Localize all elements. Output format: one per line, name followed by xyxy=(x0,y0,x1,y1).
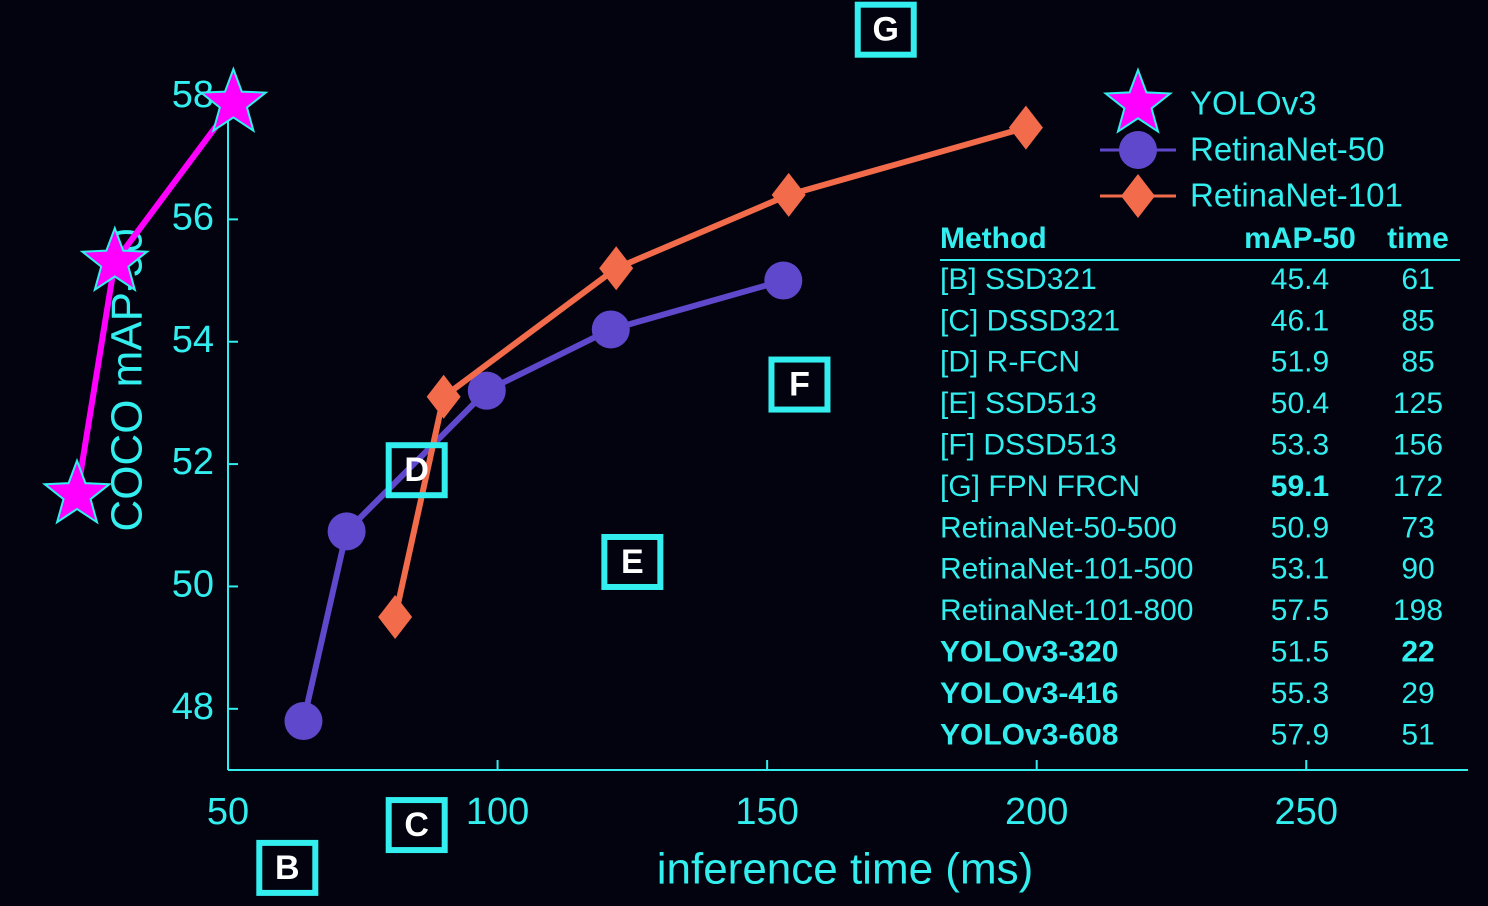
method-box-label: E xyxy=(621,543,644,581)
legend-label: RetinaNet-50 xyxy=(1190,131,1384,168)
legend-marker xyxy=(1121,174,1155,218)
star-marker xyxy=(198,66,269,133)
legend-label: RetinaNet-101 xyxy=(1190,177,1403,214)
table-cell: 51.9 xyxy=(1271,346,1329,379)
legend-marker xyxy=(1102,67,1174,134)
diamond-marker xyxy=(771,172,806,217)
table-cell: 55.3 xyxy=(1271,677,1329,710)
method-box xyxy=(385,442,448,499)
diamond-marker xyxy=(599,246,634,291)
method-box xyxy=(768,356,831,413)
table-cell: YOLOv3-416 xyxy=(940,677,1118,710)
table-cell: 50.9 xyxy=(1271,511,1329,544)
x-axis-label: inference time (ms) xyxy=(657,845,1034,894)
table-cell: YOLOv3-320 xyxy=(940,636,1118,669)
table-header: mAP-50 xyxy=(1244,222,1356,255)
table-cell: [D] R-FCN xyxy=(940,346,1080,379)
x-tick-label: 250 xyxy=(1275,791,1338,833)
method-box xyxy=(256,839,319,896)
table-cell: 90 xyxy=(1401,553,1434,586)
table-cell: 29 xyxy=(1401,677,1434,710)
legend-marker xyxy=(1119,131,1157,169)
table-cell: [F] DSSD513 xyxy=(940,429,1117,462)
table-cell: [E] SSD513 xyxy=(940,387,1097,420)
table-cell: 85 xyxy=(1401,304,1434,337)
circle-marker xyxy=(591,310,630,349)
circle-marker xyxy=(327,512,366,551)
table-header: time xyxy=(1387,222,1449,255)
method-box xyxy=(601,533,664,590)
table-cell: 46.1 xyxy=(1271,304,1329,337)
x-tick-label: 50 xyxy=(207,791,249,833)
diamond-marker xyxy=(426,374,461,419)
table-cell: 85 xyxy=(1401,346,1434,379)
table-cell: [C] DSSD321 xyxy=(940,304,1120,337)
table-header: Method xyxy=(940,222,1047,255)
circle-marker xyxy=(467,371,506,410)
table-cell: 22 xyxy=(1401,636,1434,669)
method-box-label: B xyxy=(275,849,300,887)
y-tick-label: 56 xyxy=(172,196,214,238)
diamond-marker xyxy=(378,595,413,640)
table-cell: 73 xyxy=(1401,511,1434,544)
x-tick-label: 200 xyxy=(1005,791,1068,833)
table-cell: RetinaNet-101-800 xyxy=(940,594,1194,627)
table-cell: 51.5 xyxy=(1271,636,1329,669)
table-cell: 51 xyxy=(1401,718,1434,751)
table-cell: [B] SSD321 xyxy=(940,263,1097,296)
x-tick-label: 150 xyxy=(735,791,798,833)
table-cell: 125 xyxy=(1393,387,1443,420)
method-box-label: G xyxy=(873,11,899,49)
table-cell: 57.5 xyxy=(1271,594,1329,627)
table-cell: 156 xyxy=(1393,429,1443,462)
y-tick-label: 52 xyxy=(172,441,214,483)
table-cell: 59.1 xyxy=(1271,470,1329,503)
table-cell: 198 xyxy=(1393,594,1443,627)
table-cell: YOLOv3-608 xyxy=(940,718,1118,751)
table-cell: 50.4 xyxy=(1271,387,1329,420)
star-marker xyxy=(79,225,150,293)
table-cell: 53.3 xyxy=(1271,429,1329,462)
table-cell: RetinaNet-101-500 xyxy=(940,553,1194,586)
legend-label: YOLOv3 xyxy=(1190,85,1317,122)
table-cell: 57.9 xyxy=(1271,718,1329,751)
y-tick-label: 50 xyxy=(172,563,214,605)
table-cell: [G] FPN FRCN xyxy=(940,470,1140,503)
table-cell: 61 xyxy=(1401,263,1434,296)
method-box xyxy=(854,1,917,58)
method-box-label: F xyxy=(789,366,810,404)
x-tick-label: 100 xyxy=(466,791,529,833)
circle-marker xyxy=(764,261,803,300)
method-box-label: D xyxy=(404,451,429,489)
y-tick-label: 54 xyxy=(172,319,214,361)
y-tick-label: 48 xyxy=(172,686,214,728)
table-cell: 45.4 xyxy=(1271,263,1329,296)
table-cell: 53.1 xyxy=(1271,553,1329,586)
circle-marker xyxy=(284,702,323,741)
method-box xyxy=(385,797,448,854)
table-cell: RetinaNet-50-500 xyxy=(940,511,1177,544)
diamond-marker xyxy=(1008,105,1043,150)
method-box-label: C xyxy=(404,806,429,844)
table-cell: 172 xyxy=(1393,470,1443,503)
star-marker xyxy=(41,457,113,525)
